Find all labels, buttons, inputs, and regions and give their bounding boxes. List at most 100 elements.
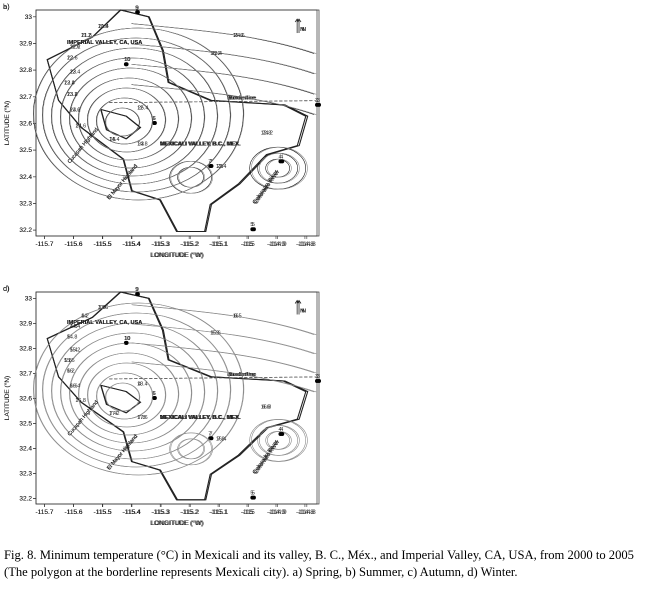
mexicali-valley-label: MEXICALI VALLEY, B.C., MEX.	[160, 142, 241, 148]
isotherm-label: 15.6	[210, 330, 221, 336]
isotherm-line	[170, 432, 213, 466]
isotherm-label: 23.4	[64, 81, 75, 87]
isotherm-label: 3.8	[98, 305, 106, 311]
borderline	[109, 376, 317, 380]
station-marker	[135, 292, 140, 297]
y-tick-label: 32.3	[19, 470, 32, 477]
x-tick-label: -115.2	[181, 509, 199, 516]
isotherm-label: 5	[67, 335, 70, 341]
borderline	[109, 100, 317, 104]
y-tick-label: 32.9	[19, 40, 32, 47]
x-tick-label: -115.6	[64, 509, 82, 516]
station-number: 9	[136, 287, 139, 293]
x-tick-label: -115.1	[210, 241, 228, 248]
isotherm-label: 4.6	[70, 324, 78, 330]
y-tick-label: 32.3	[19, 200, 32, 207]
isotherm-line	[259, 425, 300, 456]
isotherm-line	[78, 352, 180, 436]
isotherm-line	[251, 146, 308, 190]
x-tick-label: -115.7	[36, 509, 54, 516]
station-marker	[124, 62, 129, 67]
station-number: 7	[209, 159, 212, 165]
isotherm-label: 12	[137, 105, 143, 111]
isotherm-label: 24.2	[262, 130, 273, 136]
isotherm-label: 23.8	[67, 92, 78, 98]
x-tick-label: -115.5	[94, 241, 112, 248]
isotherm-label: 6.6	[70, 383, 78, 389]
isotherm-line	[51, 47, 219, 185]
x-tick-label: -115.7	[36, 241, 54, 248]
isotherm-line	[132, 342, 317, 374]
isotherm-line	[60, 332, 206, 452]
el-mayor-highland-label: El Mayor Highland	[107, 434, 140, 472]
isotherm-label: 24.6	[234, 33, 245, 39]
isotherm-label: 14.8	[67, 335, 78, 341]
station-number: 4	[278, 154, 281, 160]
y-tick-label: 32.8	[19, 67, 32, 74]
isotherm-label: 4.2	[81, 313, 89, 319]
isotherm-label: 25	[110, 137, 116, 143]
station-marker	[280, 432, 285, 437]
isotherm-label: 16	[233, 313, 239, 319]
y-tick-label: 33	[25, 295, 33, 302]
station-number: 6	[153, 391, 156, 397]
imperial-valley-label: IMPERIAL VALLEY, CA, USA	[67, 320, 142, 326]
y-tick-label: 32.2	[19, 227, 32, 234]
x-axis-label: LONGITUDE (°W)	[150, 519, 203, 527]
isotherm-label: 12.8	[64, 81, 75, 87]
isotherm-label: 4	[138, 381, 141, 387]
borderline-label: Borderline	[227, 372, 255, 378]
mexicali-valley-label: MEXICALI VALLEY, B.C., MEX.	[161, 142, 242, 148]
x-tick-label: -115.6	[65, 509, 83, 516]
y-tick-label: 32.4	[19, 174, 32, 181]
cucapah-highland-label: Cucapah Highland	[67, 127, 100, 165]
station-marker	[280, 159, 285, 164]
station-marker	[209, 163, 214, 168]
x-tick-label: -114.8	[296, 241, 314, 248]
isotherm-line	[170, 160, 213, 194]
mexicali-city-polygon	[100, 108, 142, 140]
isotherm-line	[267, 431, 292, 450]
isotherm-line	[178, 438, 205, 460]
x-tick-label: -114.9	[267, 241, 285, 248]
isotherm-label: 14.4	[109, 137, 120, 143]
y-tick-label: 32.4	[19, 445, 32, 452]
north-label: N	[302, 27, 306, 33]
x-tick-label: -115.1	[210, 509, 228, 516]
y-tick-label: 33	[25, 14, 33, 21]
isotherm-label: 15.6	[233, 33, 244, 39]
isotherm-label: 23.4	[211, 51, 222, 57]
isotherm-label: 24.6	[76, 124, 87, 130]
borderline-label: Borderline	[227, 96, 255, 102]
isotherm-label: 25.4	[138, 105, 149, 111]
isotherm-label: 21.8	[81, 33, 92, 39]
isotherm-line	[251, 419, 308, 462]
station-number: 4	[278, 427, 281, 433]
x-axis-label: LONGITUDE (°W)	[151, 251, 204, 259]
station-marker	[135, 10, 140, 15]
isotherm-line	[132, 23, 317, 54]
map-panel-winter: d) -115.7 -115.6 -115.5 -115.4 -115.3 -115.2 -1…	[0, 282, 327, 540]
y-tick-label: 32.8	[19, 345, 32, 352]
station-number: 3	[315, 98, 318, 104]
isotherm-label: 11.6	[70, 44, 80, 50]
y-tick-label: 32.7	[19, 94, 32, 101]
x-tick-label: -114.9	[269, 241, 287, 248]
isotherm-label: 25	[217, 164, 223, 170]
x-tick-label: -115.6	[64, 241, 82, 248]
isotherm-line	[132, 323, 317, 355]
station-number: 6	[152, 116, 155, 122]
x-tick-label: -115.5	[93, 241, 111, 248]
mexicali-valley-label: MEXICALI VALLEY, B.C., MEX.	[160, 415, 241, 421]
station-marker	[251, 227, 256, 232]
x-tick-label: -115.4	[122, 509, 140, 516]
x-tick-label: -115.3	[152, 509, 170, 516]
station-number: 10	[124, 336, 130, 342]
station-marker	[124, 340, 129, 345]
x-tick-label: -115.6	[65, 241, 83, 248]
station-number: 7	[208, 431, 211, 437]
isotherm-line	[259, 152, 300, 184]
isotherm-label: 24.2	[70, 108, 81, 114]
y-tick-label: 32.6	[19, 120, 32, 127]
x-tick-label: -115.7	[35, 241, 53, 248]
